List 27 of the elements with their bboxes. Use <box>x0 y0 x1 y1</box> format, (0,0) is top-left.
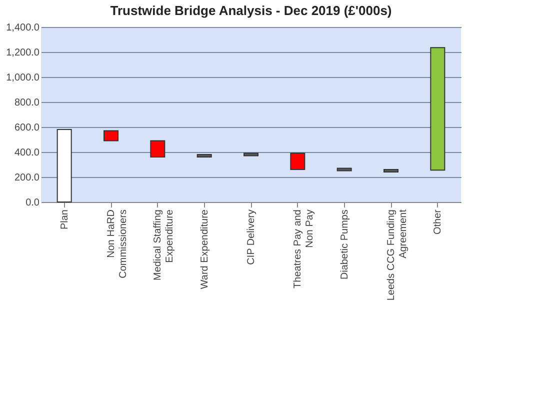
bar <box>430 47 446 171</box>
y-tick-label: 400.0 <box>14 148 40 158</box>
bar <box>244 152 258 156</box>
y-tick-label: 0.0 <box>26 198 40 208</box>
y-tick-label: 1,000.0 <box>6 72 40 84</box>
y-tick-label: 200.0 <box>14 172 40 184</box>
y-tick-label: 600.0 <box>14 122 40 134</box>
bar <box>56 129 72 202</box>
x-tick-label: Leeds CCG Funding Agreement <box>386 209 409 301</box>
bar <box>196 154 212 158</box>
x-tick-label: Plan <box>59 210 70 230</box>
x-tick-label: Diabetic Pumps <box>339 210 350 280</box>
x-tick-label: Other <box>432 208 444 235</box>
x-tick-label: Theatres Pay and Non Pay <box>292 210 316 288</box>
x-tick-label: Ward Expenditure <box>199 209 210 290</box>
x-tick-label: Non HaRD Commissioners <box>106 210 129 278</box>
bar <box>150 140 166 158</box>
chart-title: Trustwide Bridge Analysis - Dec 2019 (£'000s) <box>110 3 392 18</box>
bar <box>290 152 306 170</box>
y-tick-label: 1,200.0 <box>6 48 40 58</box>
bar <box>384 169 398 172</box>
y-tick-label: 1,400.0 <box>6 22 40 34</box>
x-tick-label: Medical Staffing Expenditure <box>152 209 176 280</box>
y-tick-label: 800.0 <box>14 98 40 108</box>
x-tick-label: CIP Delivery <box>246 210 257 265</box>
bar <box>336 168 352 172</box>
bar <box>104 130 118 142</box>
